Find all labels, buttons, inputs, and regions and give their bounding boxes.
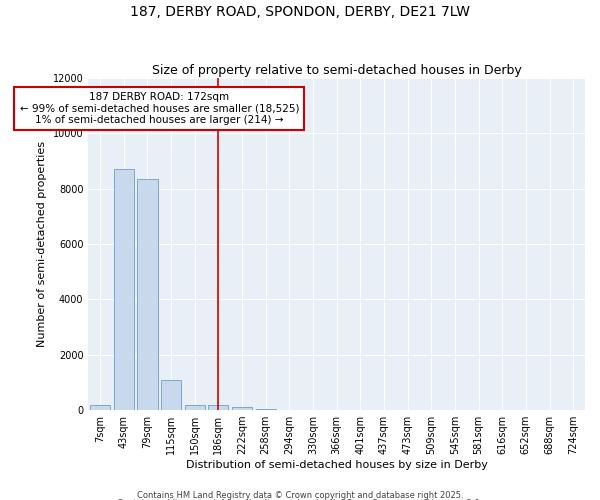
Bar [185, 404, 205, 410]
Bar [137, 179, 158, 410]
Bar [256, 408, 276, 410]
Bar [232, 408, 252, 410]
Text: Contains public sector information licensed under the Open Government Licence v3: Contains public sector information licen… [118, 499, 482, 500]
Bar [208, 404, 229, 410]
Y-axis label: Number of semi-detached properties: Number of semi-detached properties [37, 141, 47, 347]
Bar [90, 404, 110, 410]
Text: 187, DERBY ROAD, SPONDON, DERBY, DE21 7LW: 187, DERBY ROAD, SPONDON, DERBY, DE21 7L… [130, 5, 470, 19]
Bar [161, 380, 181, 410]
X-axis label: Distribution of semi-detached houses by size in Derby: Distribution of semi-detached houses by … [186, 460, 488, 470]
Text: 187 DERBY ROAD: 172sqm
← 99% of semi-detached houses are smaller (18,525)
1% of : 187 DERBY ROAD: 172sqm ← 99% of semi-det… [20, 92, 299, 125]
Text: Contains HM Land Registry data © Crown copyright and database right 2025.: Contains HM Land Registry data © Crown c… [137, 490, 463, 500]
Bar [114, 170, 134, 410]
Title: Size of property relative to semi-detached houses in Derby: Size of property relative to semi-detach… [152, 64, 521, 77]
